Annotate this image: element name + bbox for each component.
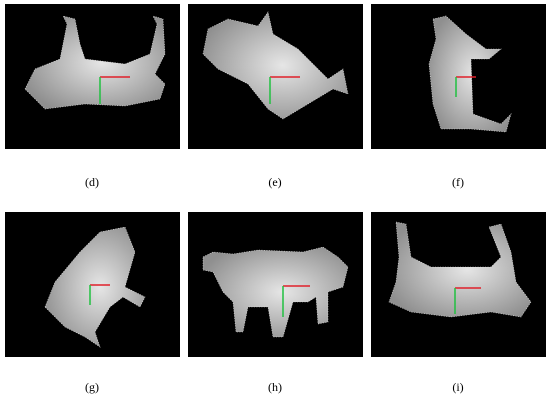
panel-e [188, 4, 363, 149]
panel-g [5, 212, 180, 357]
panel-h [188, 212, 363, 357]
point-cloud [202, 11, 349, 120]
panel-f [371, 4, 546, 149]
panel-label: (i) [452, 380, 463, 394]
panel-label: (g) [85, 380, 99, 394]
point-cloud [24, 15, 166, 110]
panel-i [371, 212, 546, 357]
point-cloud [428, 15, 512, 133]
panel-label: (e) [268, 175, 281, 189]
panel-label: (d) [85, 175, 99, 189]
point-cloud [202, 246, 349, 338]
point-cloud [388, 221, 532, 318]
panel-d [5, 4, 180, 149]
point-cloud [44, 226, 146, 348]
panel-label: (f) [452, 175, 464, 189]
panel-label: (h) [268, 380, 282, 394]
